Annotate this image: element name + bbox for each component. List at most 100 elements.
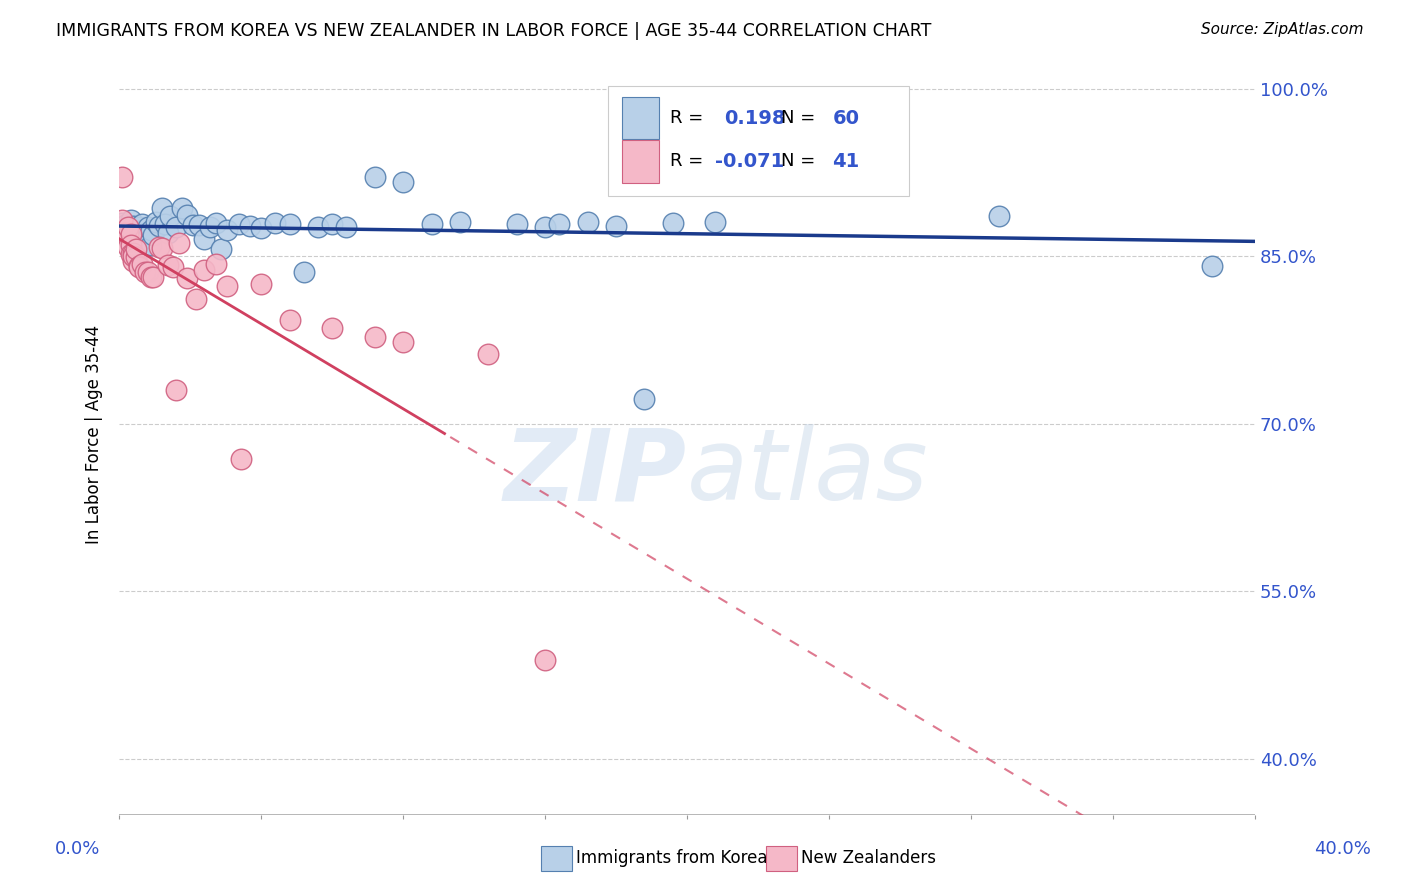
Text: 41: 41 xyxy=(832,152,859,171)
Point xyxy=(988,209,1011,223)
Point xyxy=(264,216,287,230)
Point xyxy=(120,227,142,241)
Point xyxy=(165,383,187,397)
Text: 0.198: 0.198 xyxy=(724,109,786,128)
Point xyxy=(250,221,273,235)
Text: Source: ZipAtlas.com: Source: ZipAtlas.com xyxy=(1201,22,1364,37)
Text: New Zealanders: New Zealanders xyxy=(801,849,936,867)
Point xyxy=(204,257,226,271)
Point xyxy=(548,217,571,231)
Point xyxy=(231,452,253,467)
Point xyxy=(506,217,529,231)
Text: Immigrants from Korea: Immigrants from Korea xyxy=(576,849,768,867)
Point xyxy=(250,277,273,291)
Point xyxy=(662,216,685,230)
Text: 40.0%: 40.0% xyxy=(1315,840,1371,858)
Point xyxy=(131,217,153,231)
Point xyxy=(139,270,162,285)
Point xyxy=(114,227,136,241)
Point xyxy=(278,217,301,231)
Point xyxy=(321,320,343,334)
Text: IMMIGRANTS FROM KOREA VS NEW ZEALANDER IN LABOR FORCE | AGE 35-44 CORRELATION CH: IMMIGRANTS FROM KOREA VS NEW ZEALANDER I… xyxy=(56,22,932,40)
Point xyxy=(159,209,181,223)
Text: ZIP: ZIP xyxy=(505,425,688,521)
Y-axis label: In Labor Force | Age 35-44: In Labor Force | Age 35-44 xyxy=(86,326,103,544)
Point xyxy=(167,235,190,250)
Point xyxy=(704,214,727,228)
Point xyxy=(292,265,315,279)
Point xyxy=(142,227,165,242)
Point xyxy=(162,260,184,275)
Point xyxy=(111,169,134,184)
FancyBboxPatch shape xyxy=(607,86,908,195)
Point xyxy=(139,238,162,252)
Point xyxy=(153,217,176,231)
Point xyxy=(120,238,142,252)
Point xyxy=(633,392,655,406)
Point xyxy=(187,218,209,232)
Point xyxy=(134,265,156,279)
Point xyxy=(125,221,148,235)
Point xyxy=(148,240,170,254)
Point xyxy=(198,220,221,235)
Text: -0.071: -0.071 xyxy=(716,152,785,171)
Point xyxy=(150,201,173,215)
Point xyxy=(176,208,198,222)
Point xyxy=(134,231,156,245)
Point xyxy=(145,214,167,228)
Point xyxy=(534,653,557,667)
Point xyxy=(125,227,148,242)
Point xyxy=(204,216,226,230)
Point xyxy=(605,219,627,233)
Point xyxy=(165,220,187,235)
Point xyxy=(114,226,136,240)
Point xyxy=(122,223,145,237)
Point xyxy=(128,260,150,275)
Point xyxy=(170,201,193,215)
Point xyxy=(131,257,153,271)
Point xyxy=(392,335,415,350)
FancyBboxPatch shape xyxy=(623,140,658,183)
Text: R =: R = xyxy=(671,109,709,128)
Point xyxy=(156,226,179,240)
Point xyxy=(420,217,443,231)
Point xyxy=(122,253,145,268)
Point xyxy=(117,227,139,242)
Point xyxy=(122,219,145,233)
Point xyxy=(131,223,153,237)
Point xyxy=(181,218,204,232)
Point xyxy=(392,176,415,190)
Point xyxy=(134,226,156,240)
Point xyxy=(142,270,165,285)
Point xyxy=(122,249,145,263)
Point xyxy=(228,217,250,231)
Text: 0.0%: 0.0% xyxy=(55,840,100,858)
Point xyxy=(111,216,134,230)
Point xyxy=(335,220,357,235)
Point xyxy=(239,219,262,233)
Point xyxy=(122,245,145,260)
Point xyxy=(120,219,142,233)
FancyBboxPatch shape xyxy=(623,97,658,139)
Point xyxy=(148,219,170,233)
Text: atlas: atlas xyxy=(688,425,929,521)
Point xyxy=(534,220,557,235)
Point xyxy=(477,347,499,361)
Point xyxy=(217,223,239,237)
Point xyxy=(114,218,136,232)
Point xyxy=(128,259,150,273)
Point xyxy=(117,221,139,235)
Point xyxy=(364,169,387,184)
Point xyxy=(576,214,599,228)
Point xyxy=(125,250,148,264)
Point xyxy=(136,236,159,251)
Point xyxy=(125,243,148,257)
Point xyxy=(278,313,301,327)
Point xyxy=(211,243,233,257)
Point xyxy=(761,169,783,183)
Point xyxy=(184,292,207,306)
Point xyxy=(321,217,343,231)
Point xyxy=(136,220,159,235)
Point xyxy=(120,213,142,227)
Text: R =: R = xyxy=(671,153,709,170)
